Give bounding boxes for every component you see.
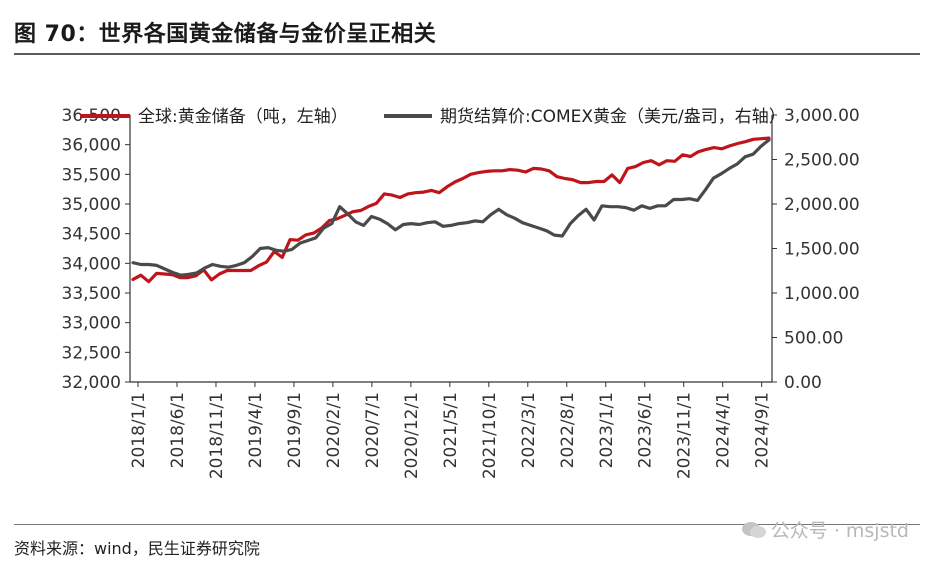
left-axis-tick-label: 33,500 [62,284,121,304]
x-axis-tick-label: 2021/10/1 [480,392,500,479]
left-axis-tick-label: 34,500 [62,225,121,245]
source-note: 资料来源：wind，民生证券研究院 [14,539,260,558]
x-axis-tick-label: 2022/3/1 [519,392,539,468]
footer-rule [14,524,920,525]
chart-legend: 全球:黄金储备（吨，左轴） 期货结算价:COMEX黄金（美元/盎司，右轴） [80,107,786,127]
x-axis-tick-label: 2023/11/1 [675,392,695,479]
x-axis-tick-label: 2018/11/1 [207,392,227,479]
right-axis-tick-label: 1,500.00 [784,240,860,260]
comex-gold-price-line [131,138,771,277]
legend-label-price: 期货结算价:COMEX黄金（美元/盎司，右轴） [440,107,786,127]
x-axis-tick-label: 2020/7/1 [363,392,383,468]
x-axis-tick-label: 2018/1/1 [129,392,149,468]
x-axis-tick-label: 2018/6/1 [168,392,188,468]
left-axis-tick-label: 32,500 [62,343,121,363]
x-axis-tick-label: 2019/9/1 [285,392,305,468]
left-axis-tick-label: 32,000 [62,373,121,393]
left-axis-tick-label: 34,000 [62,254,121,274]
chart-series [131,136,771,284]
right-axis-tick-label: 3,000.00 [784,106,860,126]
right-axis-tick-label: 1,000.00 [784,284,860,304]
title-rule [14,53,920,55]
right-axis-tick-label: 2,000.00 [784,195,860,215]
x-axis-tick-label: 2024/9/1 [753,392,773,468]
x-axis-tick-label: 2020/2/1 [324,392,344,468]
x-axis-tick-label: 2023/6/1 [636,392,656,468]
watermark-text: 公众号 · msjstd [770,520,909,542]
left-axis-tick-label: 35,000 [62,195,121,215]
figure-title: 图 70：世界各国黄金储备与金价呈正相关 [14,22,437,47]
watermark: 公众号 · msjstd [741,516,909,543]
left-axis-tick-label: 35,500 [62,165,121,185]
x-axis-tick-label: 2021/5/1 [441,392,461,468]
wechat-icon [741,522,766,538]
line-chart: 32,000 32,500 33,000 33,500 34,000 34,500 35,0… [62,106,860,479]
chart-axes: 32,000 32,500 33,000 33,500 34,000 34,500 35,0… [62,106,860,479]
gold-reserves-line [131,136,771,284]
left-axis-tick-label: 33,000 [62,314,121,334]
x-axis-tick-label: 2020/12/1 [402,392,422,479]
left-axis-tick-label: 36,000 [62,136,121,156]
right-axis-tick-label: 0.00 [784,373,822,393]
x-axis-tick-label: 2019/4/1 [246,392,266,468]
x-axis-tick-label: 2024/4/1 [714,392,734,468]
right-axis-tick-label: 500.00 [784,329,843,349]
right-axis-tick-label: 2,500.00 [784,151,860,171]
legend-label-reserves: 全球:黄金储备（吨，左轴） [138,107,348,127]
x-axis-tick-label: 2023/1/1 [597,392,617,468]
x-axis-tick-label: 2022/8/1 [558,392,578,468]
